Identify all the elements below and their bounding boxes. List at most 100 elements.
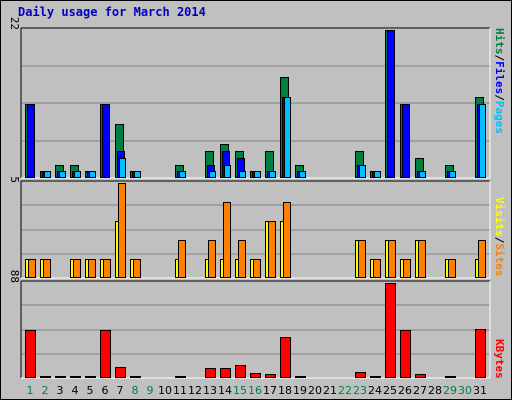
legend-item: Hits bbox=[493, 28, 506, 55]
pages-bar bbox=[134, 171, 141, 178]
day-label: 22 bbox=[338, 384, 352, 397]
axis-max-label: 22 bbox=[8, 17, 21, 30]
pages-bar bbox=[179, 171, 186, 178]
kbytes-bar bbox=[355, 372, 366, 378]
sites-bar bbox=[238, 240, 246, 278]
sites-bar bbox=[43, 259, 51, 278]
sites-bar bbox=[388, 240, 396, 278]
kbytes-bar bbox=[370, 376, 381, 378]
day-label: 7 bbox=[117, 384, 124, 397]
pages-bar bbox=[449, 171, 456, 178]
legend-item: / bbox=[493, 55, 506, 62]
day-label: 25 bbox=[383, 384, 397, 397]
sites-bar bbox=[448, 259, 456, 278]
axis-max-label: 88 bbox=[8, 270, 21, 283]
day-label: 23 bbox=[353, 384, 367, 397]
day-label: 30 bbox=[458, 384, 472, 397]
sites-bar bbox=[133, 259, 141, 278]
day-label: 12 bbox=[188, 384, 202, 397]
kbytes-bar bbox=[40, 376, 51, 378]
day-label: 8 bbox=[132, 384, 139, 397]
pages-bar bbox=[239, 171, 246, 178]
kbytes-bar bbox=[70, 376, 81, 378]
kbytes-bar bbox=[205, 368, 216, 378]
pages-bar bbox=[269, 171, 276, 178]
sites-bar bbox=[478, 240, 486, 278]
chart-bars bbox=[25, 30, 486, 378]
files-bar bbox=[27, 104, 35, 178]
day-label: 11 bbox=[173, 384, 187, 397]
pages-bar bbox=[419, 171, 426, 178]
pages-bar bbox=[299, 171, 306, 178]
sites-bar bbox=[373, 259, 381, 278]
pages-bar bbox=[74, 171, 81, 178]
chart-title: Daily usage for March 2014 bbox=[18, 5, 206, 19]
sites-bar bbox=[73, 259, 81, 278]
day-label: 14 bbox=[218, 384, 232, 397]
day-label: 10 bbox=[158, 384, 172, 397]
sites-bar bbox=[283, 202, 291, 278]
kbytes-bar bbox=[130, 376, 141, 378]
kbytes-bar bbox=[55, 376, 66, 378]
day-label: 21 bbox=[323, 384, 337, 397]
day-labels: 1 2 3 4 5 6 7 8 9 10 11 12 13 14 15 16 17 18 19 20 21 22 23 24 2… bbox=[27, 384, 488, 397]
pages-bar bbox=[359, 165, 366, 178]
legend-visits-sites: Visits/Sites bbox=[493, 197, 506, 277]
kbytes-bar bbox=[445, 376, 456, 378]
day-label: 20 bbox=[308, 384, 322, 397]
kbytes-bar bbox=[85, 376, 96, 378]
sites-bar bbox=[208, 240, 216, 278]
sites-bar bbox=[268, 221, 276, 278]
day-label: 5 bbox=[87, 384, 94, 397]
legend-item: / bbox=[493, 94, 506, 101]
day-label: 6 bbox=[102, 384, 109, 397]
sites-bar bbox=[28, 259, 36, 278]
legend-pages-files-hits: Hits/Files/Pages bbox=[493, 28, 506, 134]
legend-kbytes: KBytes bbox=[493, 339, 506, 379]
kbytes-bar bbox=[400, 330, 411, 378]
files-bar bbox=[102, 104, 110, 178]
day-label: 26 bbox=[398, 384, 412, 397]
pages-bar bbox=[374, 171, 381, 178]
chart-panels bbox=[20, 27, 491, 379]
day-label: 9 bbox=[147, 384, 154, 397]
kbytes-bar bbox=[235, 365, 246, 378]
day-label: 16 bbox=[248, 384, 262, 397]
day-label: 15 bbox=[233, 384, 247, 397]
kbytes-bar bbox=[25, 330, 36, 378]
sites-bar bbox=[178, 240, 186, 278]
kbytes-bar bbox=[175, 376, 186, 378]
kbytes-bar bbox=[250, 373, 261, 378]
kbytes-bar bbox=[280, 337, 291, 378]
sites-bar bbox=[118, 183, 126, 278]
kbytes-bar bbox=[220, 368, 231, 378]
pages-bar bbox=[209, 171, 216, 178]
kbytes-bar bbox=[415, 374, 426, 378]
kbytes-bar bbox=[100, 330, 111, 378]
sites-bar bbox=[223, 202, 231, 278]
kbytes-bar bbox=[475, 329, 486, 378]
day-label: 31 bbox=[473, 384, 487, 397]
day-label: 2 bbox=[42, 384, 49, 397]
files-bar bbox=[402, 104, 410, 178]
sites-bar bbox=[418, 240, 426, 278]
legend-item: Visits bbox=[493, 197, 506, 237]
kbytes-bar bbox=[385, 283, 396, 378]
day-label: 24 bbox=[368, 384, 382, 397]
files-bar bbox=[387, 30, 395, 178]
legend-item: / bbox=[493, 237, 506, 244]
legend-item: Pages bbox=[493, 101, 506, 134]
day-label: 4 bbox=[72, 384, 79, 397]
sites-bar bbox=[403, 259, 411, 278]
day-label: 29 bbox=[443, 384, 457, 397]
day-label: 13 bbox=[203, 384, 217, 397]
legend-item: Sites bbox=[493, 243, 506, 276]
axis-labels: 22 5 88 bbox=[8, 17, 21, 283]
kbytes-bar bbox=[295, 376, 306, 378]
day-label: 18 bbox=[278, 384, 292, 397]
day-label: 28 bbox=[428, 384, 442, 397]
day-label: 19 bbox=[293, 384, 307, 397]
pages-bar bbox=[119, 158, 126, 178]
